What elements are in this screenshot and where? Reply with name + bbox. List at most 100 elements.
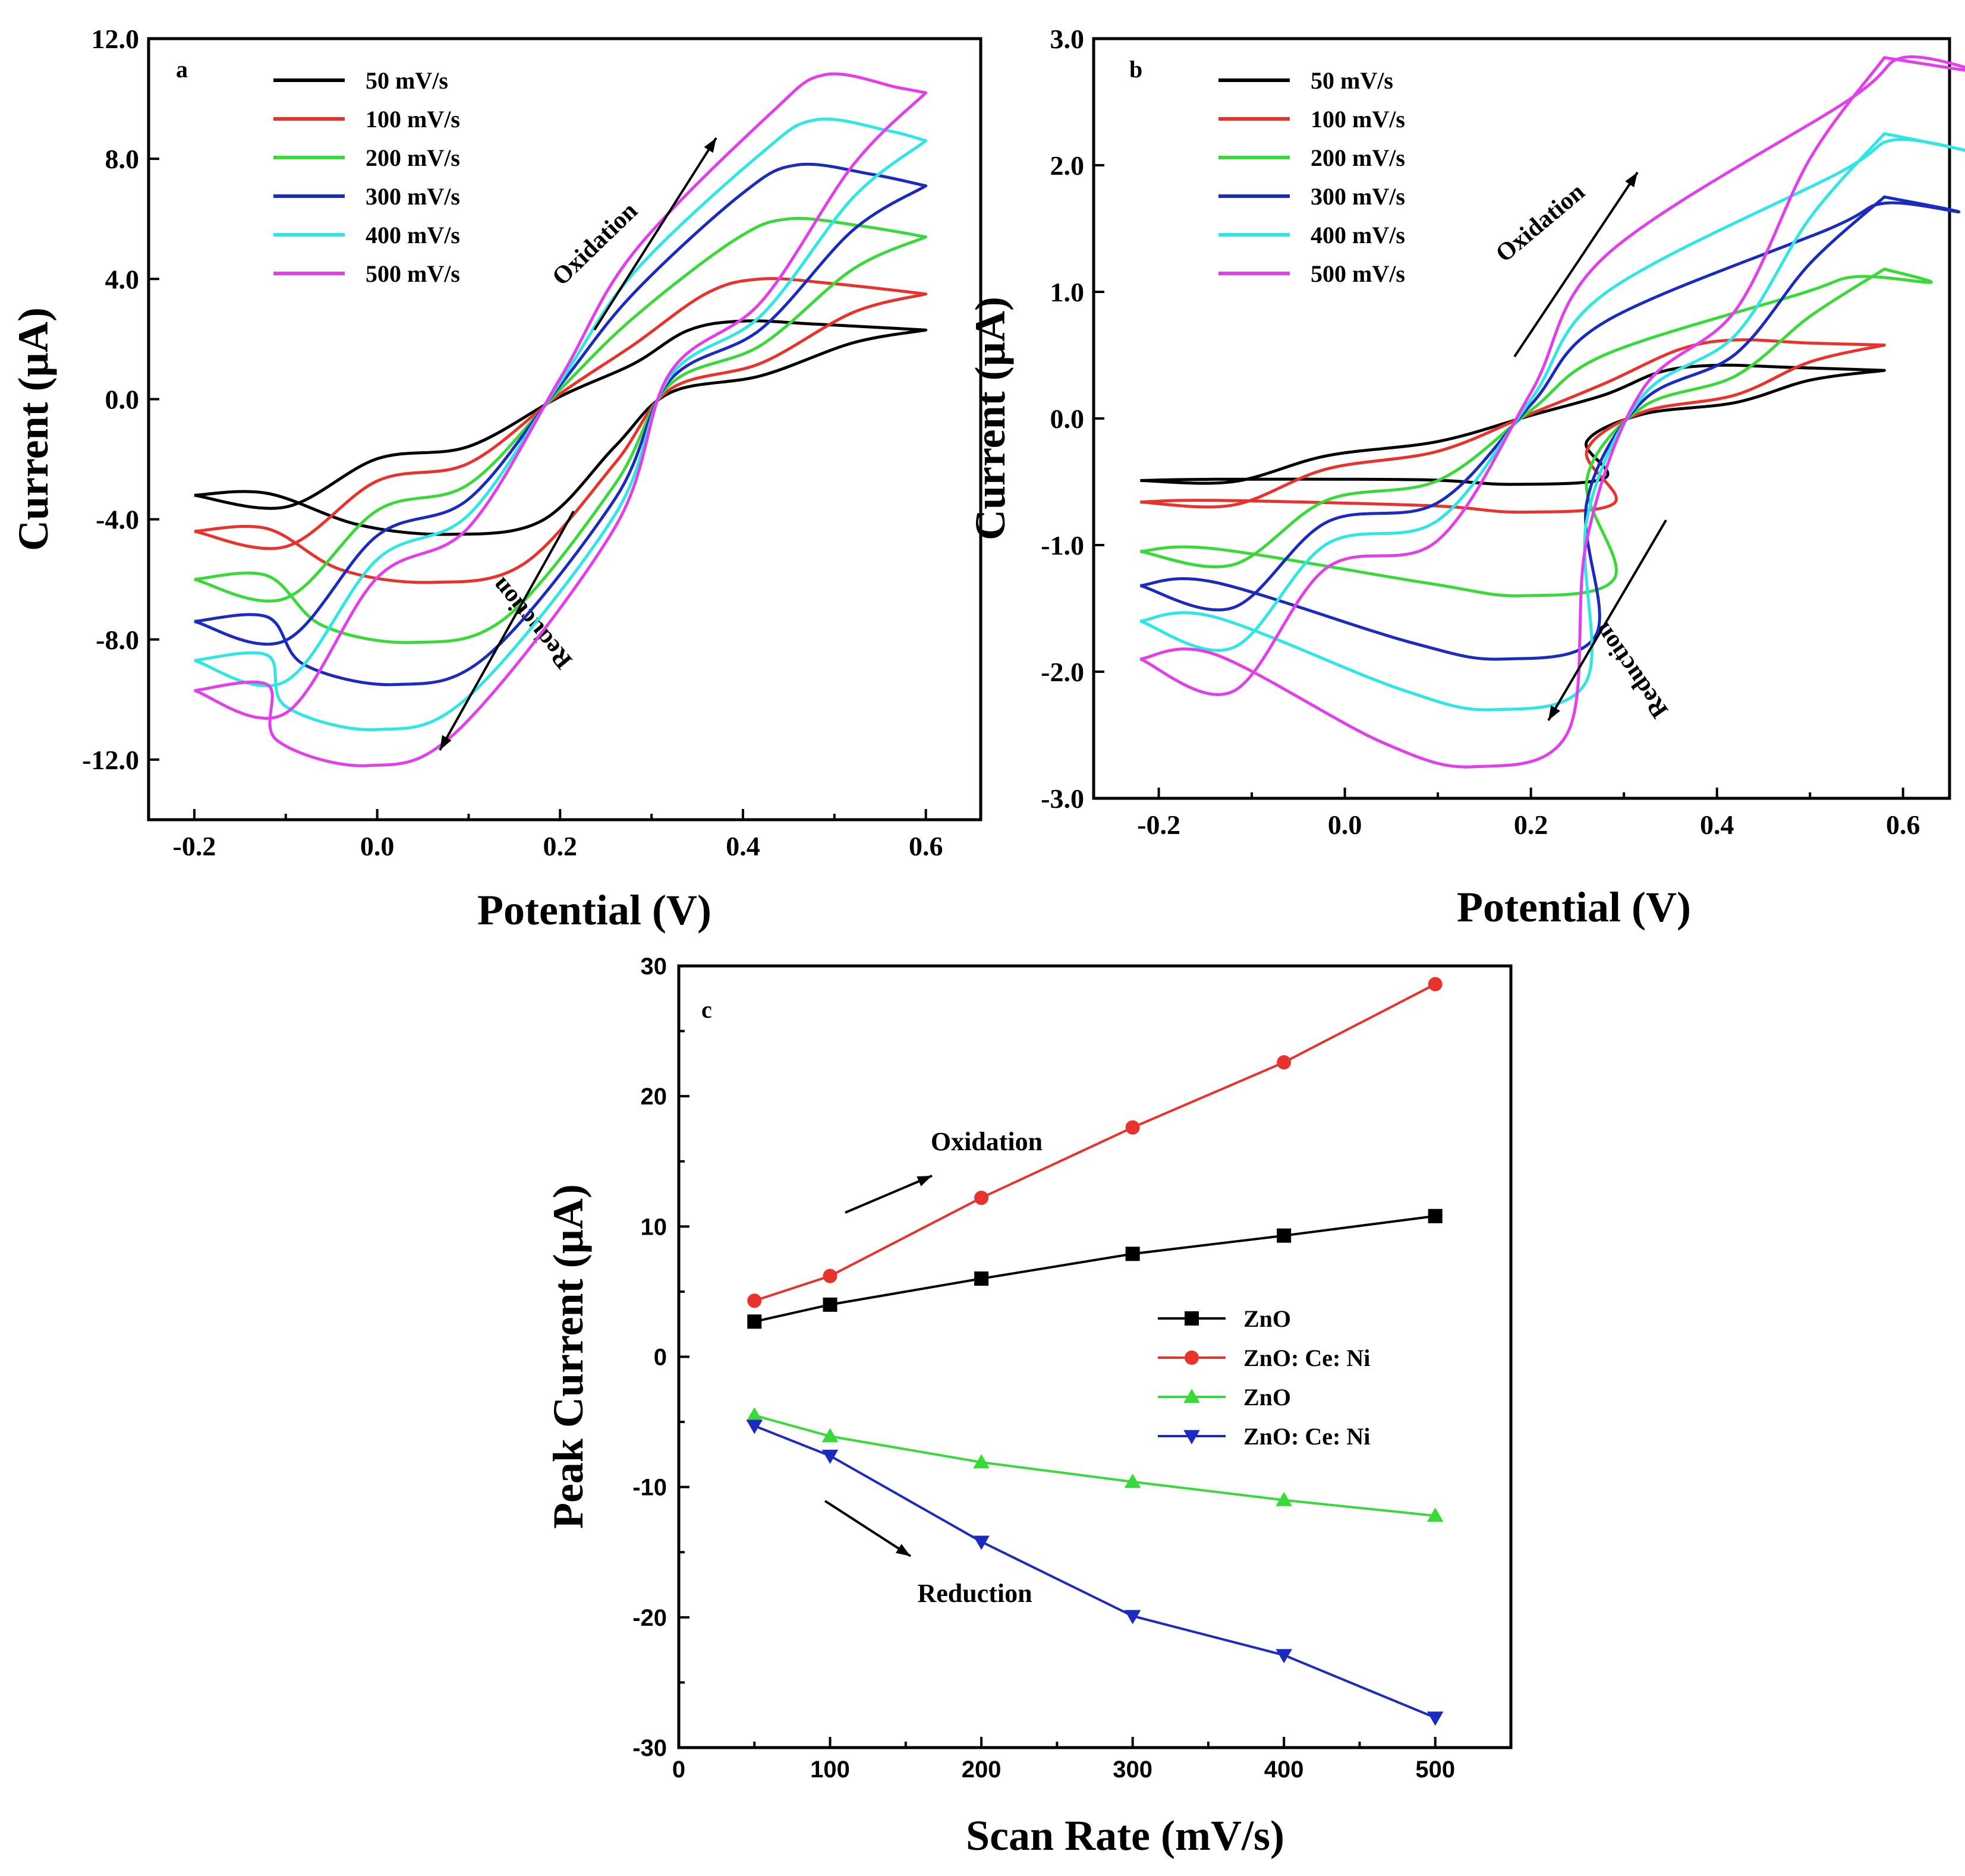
panel-c-xtick-label-4: 400 <box>1264 1757 1304 1783</box>
panel-b-cv-curve-1 <box>1140 338 1886 514</box>
panel-a-ytick-label-3: 0.0 <box>105 384 140 414</box>
panel-c-point-2-3 <box>1124 1474 1141 1488</box>
panel-b-xtick-label-2: 0.2 <box>1514 810 1548 840</box>
panel-b-reduction-arrow-shaft <box>1547 519 1667 722</box>
panel-c-legend-marker-1 <box>1185 1351 1199 1365</box>
panel-c-ytick-label-5: -20 <box>632 1605 667 1631</box>
panel-c-series-line-0 <box>754 1214 1435 1323</box>
panel-a-cv-curve-1 <box>194 277 928 584</box>
panel-a-ytick-label-5: -8.0 <box>96 625 139 655</box>
panel-a-cv-curve-3 <box>194 162 928 687</box>
panel-a-xtick-label-2: 0.2 <box>543 831 578 861</box>
panel-c-oxidation-arrow <box>845 1175 933 1214</box>
panel-c-legend-label-0: ZnO <box>1243 1305 1291 1332</box>
panel-c-xlabel: Scan Rate (mV/s) <box>966 1812 1284 1859</box>
panel-b-legend-label-0: 50 mV/s <box>1311 67 1393 94</box>
panel-b-ytick-label-0: 3.0 <box>1050 24 1085 54</box>
panel-c-reduction-arrow-shaft <box>824 1500 912 1557</box>
panel-c-point-1-3 <box>1125 1120 1140 1135</box>
panel-c-point-2-2 <box>973 1454 990 1469</box>
panel-b-xtick-label-4: 0.6 <box>1886 810 1920 840</box>
panel-c-point-2-4 <box>1276 1491 1292 1506</box>
panel-a-plot-frame <box>147 37 983 821</box>
panel-c-legend-label-1: ZnO: Ce: Ni <box>1243 1345 1370 1371</box>
panel-b-xtick-label-0: -0.2 <box>1137 810 1180 840</box>
panel-a-oxidation-arrow-head <box>704 138 716 153</box>
panel-a-letter: a <box>176 56 188 83</box>
panel-b-oxidation-arrow-shaft <box>1513 171 1639 358</box>
panel-b-cv-curve-5 <box>1139 55 1965 769</box>
panel-c-chart: c Scan Rate (mV/s) Peak Current (µA) Oxi… <box>544 953 1513 1859</box>
panel-a-xtick-label-0: -0.2 <box>173 831 216 861</box>
panel-c-ylabel: Peak Current (µA) <box>544 1184 592 1529</box>
panel-b-ytick-label-4: -1.0 <box>1041 530 1084 561</box>
panel-c-legend-label-3: ZnO: Ce: Ni <box>1243 1423 1370 1450</box>
panel-c-point-3-4 <box>1276 1649 1292 1664</box>
panel-b-cv-curve-4 <box>1139 132 1965 712</box>
panel-c-point-2-0 <box>746 1407 763 1422</box>
panel-c-ytick-label-2: 10 <box>641 1214 667 1240</box>
panel-b-legend-label-4: 400 mV/s <box>1311 222 1405 248</box>
panel-b-legend-label-2: 200 mV/s <box>1311 144 1405 171</box>
panel-c-series-line-2 <box>754 1414 1435 1517</box>
panel-c-point-1-1 <box>823 1268 837 1283</box>
panel-c-ytick-label-6: -30 <box>632 1735 667 1761</box>
panel-c-point-0-4 <box>1277 1228 1292 1243</box>
panel-b-chart: b Potential (V) Current (µA) Oxidation R… <box>966 24 1965 931</box>
panel-b-ytick-label-6: -3.0 <box>1041 783 1084 814</box>
panel-a-ytick-label-6: -12.0 <box>82 745 139 775</box>
panel-c-reduction-arrow <box>824 1500 912 1557</box>
panel-b-oxidation-arrow <box>1513 171 1639 358</box>
panel-c-legend-marker-3 <box>1183 1430 1200 1444</box>
panel-a-chart: a Potential (V) Current (µA) Oxidation R… <box>10 24 983 934</box>
panel-a-ytick-label-4: -4.0 <box>96 505 139 535</box>
panel-b-ytick-label-3: 0.0 <box>1050 404 1085 434</box>
panel-b-reduction-arrow-head <box>1548 705 1560 720</box>
panel-c-plot-frame <box>677 964 1513 1749</box>
panel-a-xtick-label-4: 0.6 <box>909 831 943 861</box>
panel-c-point-1-2 <box>974 1191 989 1205</box>
panel-c-point-1-5 <box>1428 977 1443 991</box>
panel-c-xtick-label-1: 100 <box>810 1757 850 1783</box>
panel-c-ytick-label-4: -10 <box>632 1475 667 1501</box>
panel-b-legend-label-5: 500 mV/s <box>1311 260 1405 287</box>
panel-b-xtick-label-1: 0.0 <box>1328 810 1362 840</box>
panel-c-point-0-2 <box>974 1271 989 1286</box>
panel-c-point-3-2 <box>973 1535 990 1550</box>
panel-a-legend-label-4: 400 mV/s <box>366 222 460 248</box>
panel-a-ytick-label-2: 4.0 <box>105 264 140 294</box>
panel-c-xtick-label-2: 200 <box>962 1757 1002 1783</box>
panel-c-point-2-1 <box>821 1428 839 1443</box>
panel-a-cv-curve-5 <box>194 72 928 767</box>
panel-a-legend-label-1: 100 mV/s <box>366 106 460 133</box>
panel-c-point-1-0 <box>747 1293 762 1308</box>
panel-c-ytick-label-1: 20 <box>641 1084 667 1110</box>
panel-c-point-3-0 <box>746 1419 763 1434</box>
panel-b-oxidation-label: Oxidation <box>1491 178 1590 268</box>
panel-a-oxidation-arrow-shaft <box>593 137 717 331</box>
panel-c-legend-label-2: ZnO <box>1243 1384 1291 1411</box>
panel-c-point-0-1 <box>823 1297 837 1312</box>
panel-a-legend-label-5: 500 mV/s <box>366 260 460 287</box>
panel-a-legend-label-0: 50 mV/s <box>366 67 448 94</box>
panel-a-ytick-label-1: 8.0 <box>105 144 140 174</box>
panel-a-oxidation-arrow <box>593 137 717 331</box>
panel-a-xlabel: Potential (V) <box>477 886 711 934</box>
panel-c-xtick-label-3: 300 <box>1113 1757 1152 1783</box>
panel-b-cv-curve-2 <box>1139 267 1933 597</box>
panel-c-ytick-label-0: 30 <box>641 953 667 980</box>
panel-b-ytick-label-5: -2.0 <box>1041 657 1084 687</box>
panel-a-reduction-arrow <box>439 511 575 751</box>
panel-c-point-0-5 <box>1428 1208 1443 1223</box>
panel-a-legend-label-2: 200 mV/s <box>366 144 460 171</box>
panel-c-legend-marker-2 <box>1183 1389 1200 1403</box>
panel-a-xtick-label-1: 0.0 <box>360 831 395 861</box>
panel-c-point-3-1 <box>821 1449 839 1464</box>
panel-a-ytick-label-0: 12.0 <box>92 24 140 54</box>
panel-b-ytick-label-2: 1.0 <box>1050 277 1085 307</box>
panel-a-reduction-arrow-shaft <box>439 511 575 751</box>
panel-c-legend-marker-0 <box>1185 1311 1199 1326</box>
panel-c-letter: c <box>701 996 712 1023</box>
panel-c-xtick-label-0: 0 <box>672 1757 685 1783</box>
